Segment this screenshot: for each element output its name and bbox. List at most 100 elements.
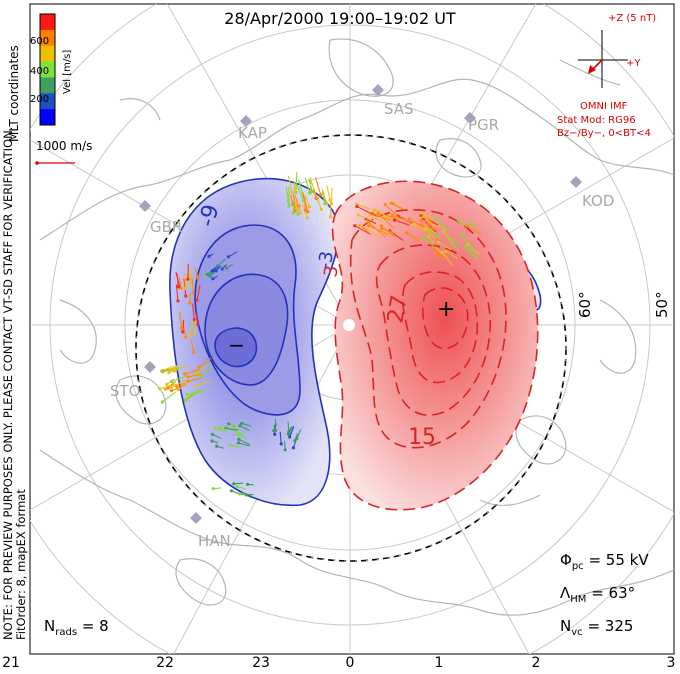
velocity-vector <box>304 177 311 193</box>
velocity-vector <box>238 432 246 435</box>
velocity-vector <box>184 277 187 289</box>
stat-model-label: Stat Mod: RG96 <box>557 115 636 126</box>
mlt-label-23: 23 <box>252 655 270 671</box>
velocity-vector <box>188 373 203 378</box>
velocity-vector <box>196 285 201 301</box>
mlt-label-0: 0 <box>345 655 355 671</box>
velocity-vector <box>299 202 302 213</box>
velocity-vector <box>356 206 378 217</box>
velocity-vector <box>191 277 194 293</box>
station-marker-kap <box>240 115 252 127</box>
contour-label-15: 15 <box>408 425 436 450</box>
velocity-vector <box>392 203 405 211</box>
vector-origin <box>238 492 242 496</box>
velocity-vector <box>195 313 199 325</box>
velocity-vector <box>374 209 391 220</box>
fit-order-info: FitOrder: 8, mapEX format <box>14 489 28 640</box>
station-label-sto: STO <box>110 382 141 400</box>
vector-origin <box>188 334 192 338</box>
colorbar-tick-400: 400 <box>30 66 50 77</box>
radar-count: Nrads = 8 <box>44 617 109 638</box>
velocity-vector <box>430 231 441 239</box>
colorbar-swatch <box>40 93 55 110</box>
velocity-vector <box>185 391 200 401</box>
velocity-vector <box>470 248 478 259</box>
velocity-vector <box>217 258 226 267</box>
velocity-vector <box>237 434 248 440</box>
velocity-vector <box>409 218 426 229</box>
imf-source-label: OMNI IMF <box>580 101 628 112</box>
velocity-vector <box>170 379 187 389</box>
imf-condition-label: Bz−/By−, 0<BT<4 <box>557 128 651 139</box>
station-label-han: HAN <box>198 532 231 550</box>
velocity-scale-label: 1000 m/s <box>36 139 93 153</box>
mlt-label-22: 22 <box>156 655 174 671</box>
station-marker-sas <box>372 84 384 96</box>
colorbar-swatch <box>40 61 55 78</box>
velocity-vector <box>187 377 203 382</box>
velocity-vector <box>162 391 176 403</box>
station-marker-gbr <box>139 200 151 212</box>
station-label-sas: SAS <box>384 100 414 118</box>
velocity-vector <box>360 224 381 239</box>
velocity-vector <box>293 193 296 211</box>
velocity-vector <box>171 384 187 392</box>
velocity-vector <box>221 264 227 270</box>
velocity-vector <box>187 263 189 280</box>
colorbar-swatch <box>40 77 55 94</box>
velocity-vector <box>392 214 414 224</box>
velocity-vector <box>447 236 461 245</box>
velocity-vector <box>406 232 420 242</box>
mlt-label-1: 1 <box>434 655 444 671</box>
velocity-vector <box>196 365 208 374</box>
velocity-vector <box>233 482 244 485</box>
velocity-vector <box>467 243 480 255</box>
velocity-vector <box>289 426 295 438</box>
velocity-vector <box>294 204 299 215</box>
velocity-vector <box>212 275 218 280</box>
dawn-convection-cell <box>331 180 539 511</box>
velocity-vector <box>194 319 197 334</box>
velocity-vector <box>239 425 250 432</box>
velocity-vector <box>174 364 189 372</box>
station-label-gbr: GBR <box>150 218 182 236</box>
velocity-vector <box>356 203 371 210</box>
map-title: 28/Apr/2000 19:00–19:02 UT <box>224 9 456 28</box>
velocity-vector <box>359 224 370 234</box>
velocity-vector <box>433 247 442 257</box>
velocity-colorbar <box>39 13 56 126</box>
velocity-vector <box>283 440 286 450</box>
velocity-vector <box>469 222 478 230</box>
imf-clock-dial <box>578 30 628 88</box>
velocity-vector <box>304 194 311 207</box>
colorbar-tick-600: 600 <box>30 36 50 47</box>
lat-label-50: 50° <box>653 291 671 318</box>
velocity-vector <box>451 243 460 251</box>
colorbar-border <box>39 13 56 126</box>
velocity-vector <box>296 429 302 439</box>
velocity-vector <box>461 235 473 249</box>
colorbar-swatch <box>40 45 55 63</box>
mlt-label-21: 21 <box>2 655 20 671</box>
station-label-kod: KOD <box>582 192 614 210</box>
velocity-vector <box>168 365 179 374</box>
velocity-vector <box>377 212 394 229</box>
map-frame <box>29 3 675 655</box>
velocity-vector <box>167 381 177 389</box>
velocity-vector <box>215 265 222 272</box>
velocity-vector <box>226 263 233 269</box>
velocity-vector <box>162 365 175 371</box>
velocity-vector <box>295 171 298 193</box>
velocity-vector <box>445 250 458 259</box>
velocity-vector <box>288 426 294 435</box>
coastlines <box>39 38 674 616</box>
colorbar-swatch <box>40 109 55 126</box>
vector-origin <box>188 301 192 305</box>
contour-label-neg3: -3 <box>314 250 338 271</box>
velocity-vector <box>293 180 296 192</box>
velocity-vector <box>225 427 238 431</box>
velocity-vector <box>287 421 290 432</box>
velocity-vector <box>279 431 282 444</box>
velocity-vector <box>192 303 195 320</box>
